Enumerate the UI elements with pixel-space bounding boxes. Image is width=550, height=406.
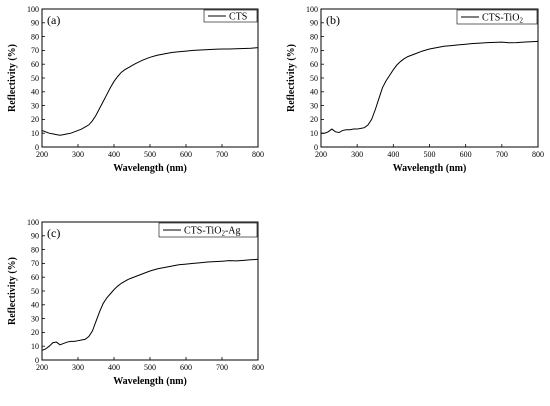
y-tick-label: 70 bbox=[310, 46, 318, 55]
legend: CTS-TiO2 bbox=[456, 9, 538, 25]
y-tick-label: 50 bbox=[31, 74, 39, 83]
chart-panel-2: 0 10 20 30 40 50 60 70 80 90 100 200 300 400 500 600 700… bbox=[286, 5, 544, 174]
chart-panel-1: 0 10 20 30 40 50 60 70 80 90 100 200 300 400 500 600 700… bbox=[7, 5, 264, 174]
legend-label-suffix: -Ag bbox=[225, 226, 241, 237]
y-tick-label: 80 bbox=[31, 32, 39, 41]
x-tick-label: 700 bbox=[216, 363, 228, 372]
panel-label: (b) bbox=[326, 13, 340, 27]
x-axis-title: Wavelength (nm) bbox=[113, 376, 187, 387]
y-tick-label: 0 bbox=[35, 356, 39, 365]
y-tick-label: 50 bbox=[31, 287, 39, 296]
y-tick-label: 80 bbox=[310, 32, 318, 41]
x-tick-label: 700 bbox=[216, 150, 228, 159]
x-axis-title: Wavelength (nm) bbox=[113, 163, 187, 174]
y-tick-label: 60 bbox=[31, 273, 39, 282]
x-tick-label: 200 bbox=[315, 150, 327, 159]
x-tick-label: 300 bbox=[72, 363, 84, 372]
x-tick-label: 800 bbox=[252, 363, 264, 372]
x-tick-label: 600 bbox=[460, 150, 472, 159]
plot-frame bbox=[41, 8, 259, 148]
x-tick-label: 300 bbox=[351, 150, 363, 159]
y-tick-label: 0 bbox=[35, 143, 39, 152]
y-axis-title: Reflectivity (%) bbox=[7, 44, 18, 112]
x-tick-label: 600 bbox=[180, 150, 192, 159]
legend-label-subscript: 2 bbox=[221, 230, 225, 238]
plot-frame bbox=[41, 221, 259, 361]
y-tick-label: 70 bbox=[31, 46, 39, 55]
x-axis-title: Wavelength (nm) bbox=[393, 163, 467, 174]
plot-frame bbox=[320, 8, 539, 148]
legend-label: CTS bbox=[229, 12, 247, 23]
x-tick-label: 400 bbox=[108, 150, 120, 159]
series-line-1 bbox=[321, 40, 539, 134]
x-tick-label: 400 bbox=[108, 363, 120, 372]
y-tick-label: 50 bbox=[310, 74, 318, 83]
legend-label-main: CTS bbox=[229, 12, 247, 23]
y-tick-label: 30 bbox=[310, 101, 318, 110]
y-tick-label: 10 bbox=[31, 129, 39, 138]
y-tick-label: 40 bbox=[31, 301, 39, 310]
y-tick-label: 60 bbox=[310, 60, 318, 69]
y-tick-label: 90 bbox=[31, 19, 39, 28]
legend-label: CTS-TiO2-Ag bbox=[184, 226, 241, 238]
y-axis-title: Reflectivity (%) bbox=[7, 257, 18, 325]
y-axis-title: Reflectivity (%) bbox=[286, 44, 297, 112]
legend-label-main: CTS-TiO bbox=[482, 13, 519, 24]
series-line-1 bbox=[41, 258, 259, 351]
panel-label: (c) bbox=[47, 226, 60, 240]
legend-box bbox=[158, 222, 258, 238]
y-tick-label: 30 bbox=[31, 314, 39, 323]
legend: CTS bbox=[203, 9, 258, 23]
x-tick-label: 300 bbox=[72, 150, 84, 159]
y-tick-label: 20 bbox=[31, 328, 39, 337]
legend-box bbox=[456, 9, 538, 25]
y-tick-label: 90 bbox=[310, 19, 318, 28]
y-tick-label: 40 bbox=[31, 88, 39, 97]
y-tick-label: 70 bbox=[31, 259, 39, 268]
x-tick-label: 200 bbox=[36, 363, 48, 372]
chart-panel-3: 0 10 20 30 40 50 60 70 80 90 100 200 300 400 500 600 700… bbox=[7, 218, 264, 387]
x-tick-label: 400 bbox=[387, 150, 399, 159]
y-tick-label: 60 bbox=[31, 60, 39, 69]
y-tick-label: 10 bbox=[310, 129, 318, 138]
y-tick-label: 0 bbox=[314, 143, 318, 152]
y-tick-label: 100 bbox=[27, 5, 39, 14]
y-tick-label: 100 bbox=[27, 218, 39, 227]
x-tick-label: 500 bbox=[424, 150, 436, 159]
x-tick-label: 500 bbox=[144, 363, 156, 372]
x-tick-label: 200 bbox=[36, 150, 48, 159]
y-tick-label: 20 bbox=[31, 115, 39, 124]
x-tick-label: 500 bbox=[144, 150, 156, 159]
y-tick-label: 80 bbox=[31, 245, 39, 254]
y-tick-label: 10 bbox=[31, 342, 39, 351]
legend-box bbox=[203, 9, 258, 23]
panel-label: (a) bbox=[47, 13, 60, 27]
y-tick-label: 40 bbox=[310, 88, 318, 97]
x-tick-label: 800 bbox=[252, 150, 264, 159]
y-tick-label: 20 bbox=[310, 115, 318, 124]
legend: CTS-TiO2-Ag bbox=[158, 222, 258, 238]
series-line-1 bbox=[41, 47, 259, 136]
legend-label: CTS-TiO2 bbox=[482, 13, 523, 25]
y-tick-label: 30 bbox=[31, 101, 39, 110]
legend-label-main: CTS-TiO bbox=[184, 226, 221, 237]
y-tick-label: 90 bbox=[31, 232, 39, 241]
legend-label-subscript: 2 bbox=[519, 17, 523, 25]
x-tick-label: 700 bbox=[496, 150, 508, 159]
x-tick-label: 600 bbox=[180, 363, 192, 372]
x-tick-label: 800 bbox=[532, 150, 544, 159]
y-tick-label: 100 bbox=[306, 5, 318, 14]
